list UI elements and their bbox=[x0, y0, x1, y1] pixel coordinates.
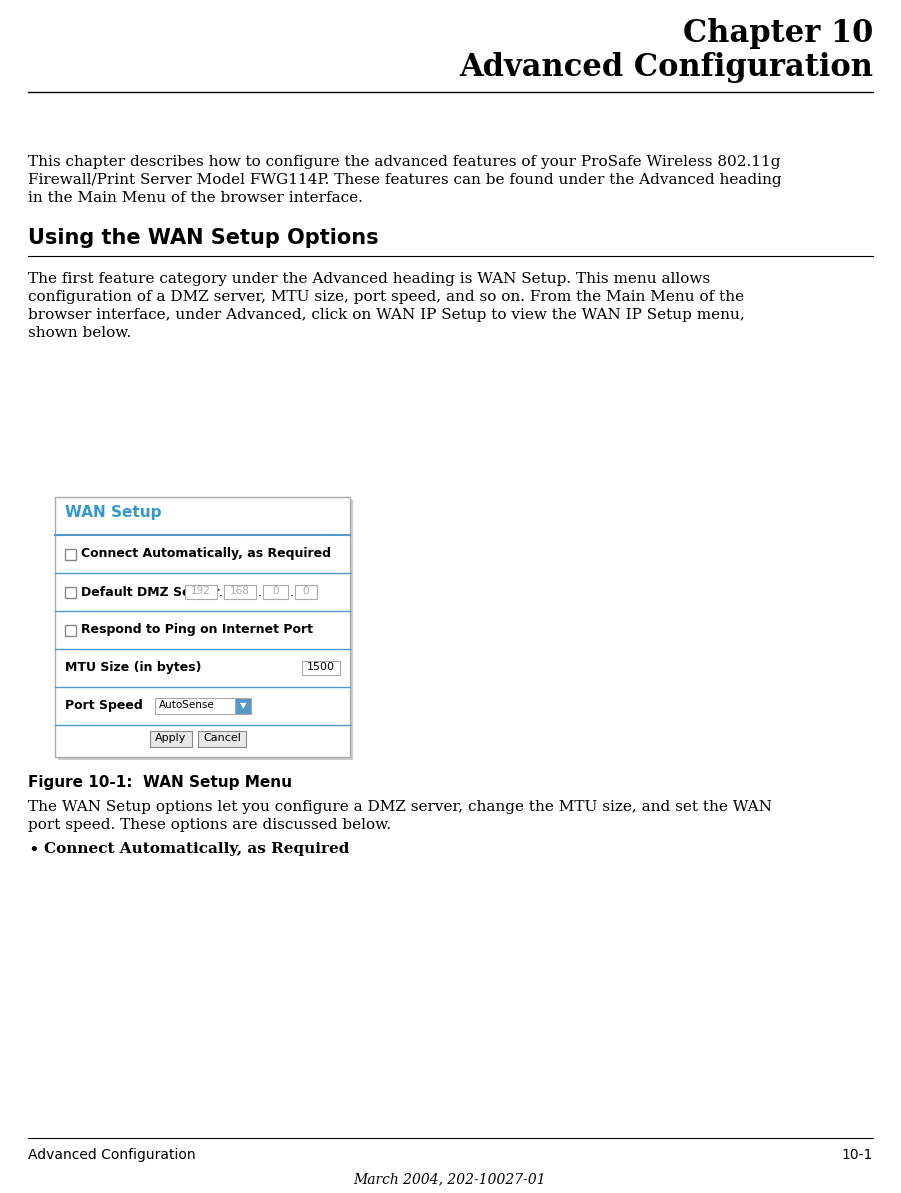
Bar bbox=[185, 585, 217, 599]
Text: port speed. These options are discussed below.: port speed. These options are discussed … bbox=[28, 818, 391, 832]
Bar bbox=[55, 497, 350, 758]
Text: 0: 0 bbox=[272, 586, 278, 596]
Text: The first feature category under the Advanced heading is WAN Setup. This menu al: The first feature category under the Adv… bbox=[28, 272, 710, 286]
Text: Figure 10-1:  WAN Setup Menu: Figure 10-1: WAN Setup Menu bbox=[28, 775, 292, 790]
Text: .: . bbox=[290, 586, 294, 599]
Bar bbox=[65, 587, 76, 598]
Text: Respond to Ping on Internet Port: Respond to Ping on Internet Port bbox=[81, 624, 313, 637]
Bar bbox=[198, 731, 246, 747]
Text: MTU Size (in bytes): MTU Size (in bytes) bbox=[65, 661, 202, 674]
Text: March 2004, 202-10027-01: March 2004, 202-10027-01 bbox=[354, 1172, 546, 1186]
Text: .: . bbox=[219, 586, 223, 599]
Text: 0: 0 bbox=[303, 586, 309, 596]
Bar bbox=[150, 731, 192, 747]
Text: .: . bbox=[258, 586, 262, 599]
Text: shown below.: shown below. bbox=[28, 326, 132, 340]
Bar bbox=[235, 698, 251, 713]
Bar bbox=[155, 698, 235, 713]
Text: 192: 192 bbox=[191, 586, 211, 596]
Text: Using the WAN Setup Options: Using the WAN Setup Options bbox=[28, 228, 378, 248]
Text: Port Speed: Port Speed bbox=[65, 699, 142, 712]
Text: in the Main Menu of the browser interface.: in the Main Menu of the browser interfac… bbox=[28, 191, 363, 205]
Text: 1500: 1500 bbox=[307, 662, 335, 672]
Bar bbox=[263, 585, 288, 599]
Text: Advanced Configuration: Advanced Configuration bbox=[28, 1148, 196, 1162]
Text: 168: 168 bbox=[230, 586, 250, 596]
Text: configuration of a DMZ server, MTU size, port speed, and so on. From the Main Me: configuration of a DMZ server, MTU size,… bbox=[28, 290, 744, 304]
Bar bbox=[224, 585, 256, 599]
Text: The WAN Setup options let you configure a DMZ server, change the MTU size, and s: The WAN Setup options let you configure … bbox=[28, 801, 772, 814]
Bar bbox=[302, 661, 340, 675]
Text: Cancel: Cancel bbox=[203, 733, 241, 743]
Text: WAN Setup: WAN Setup bbox=[65, 505, 161, 520]
Text: Connect Automatically, as Required: Connect Automatically, as Required bbox=[44, 842, 350, 857]
Text: Firewall/Print Server Model FWG114P. These features can be found under the Advan: Firewall/Print Server Model FWG114P. The… bbox=[28, 173, 782, 187]
Text: •: • bbox=[28, 842, 39, 860]
Bar bbox=[65, 549, 76, 560]
Text: ▼: ▼ bbox=[240, 701, 246, 711]
Text: Apply: Apply bbox=[155, 733, 187, 743]
Text: Advanced Configuration: Advanced Configuration bbox=[459, 52, 873, 84]
Bar bbox=[295, 585, 317, 599]
Text: browser interface, under Advanced, click on WAN IP Setup to view the WAN IP Setu: browser interface, under Advanced, click… bbox=[28, 308, 745, 322]
Text: Chapter 10: Chapter 10 bbox=[683, 18, 873, 49]
Bar bbox=[58, 500, 353, 760]
Text: AutoSense: AutoSense bbox=[159, 700, 214, 710]
Text: This chapter describes how to configure the advanced features of your ProSafe Wi: This chapter describes how to configure … bbox=[28, 155, 780, 169]
Text: Default DMZ Server: Default DMZ Server bbox=[81, 586, 220, 599]
Text: Connect Automatically, as Required: Connect Automatically, as Required bbox=[81, 548, 331, 561]
Bar bbox=[65, 624, 76, 636]
Text: 10-1: 10-1 bbox=[842, 1148, 873, 1162]
